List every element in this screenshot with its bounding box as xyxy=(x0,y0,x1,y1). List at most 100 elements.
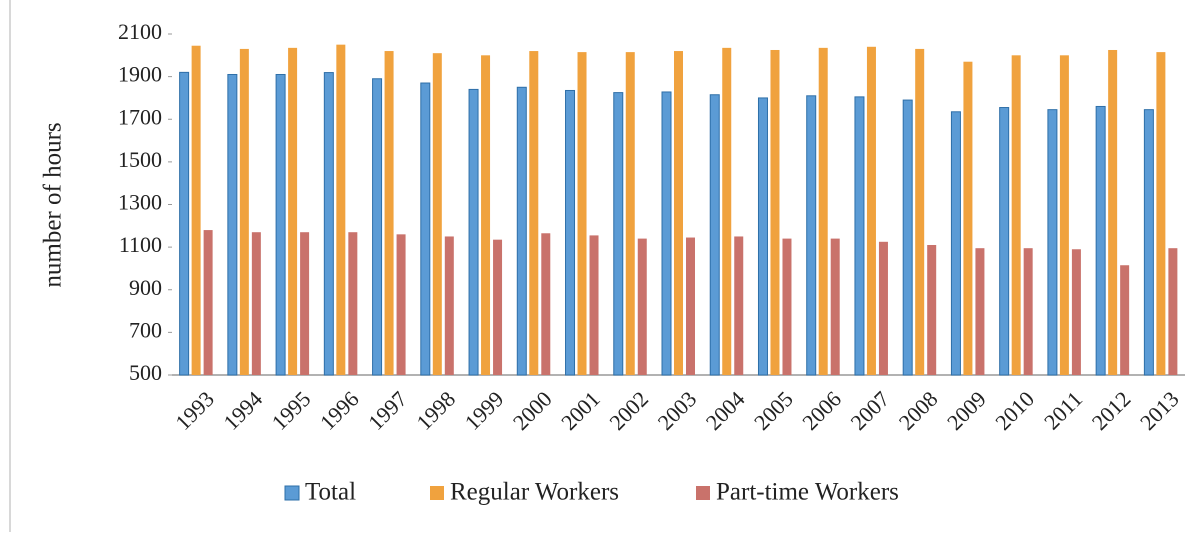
bar xyxy=(854,96,865,376)
bar xyxy=(674,51,683,376)
y-tick-label: 700 xyxy=(129,317,162,342)
bar xyxy=(963,61,973,376)
x-tick-label: 1996 xyxy=(315,386,364,435)
x-tick-label: 1993 xyxy=(170,386,219,435)
bar xyxy=(336,44,346,375)
bar xyxy=(902,99,913,376)
bar xyxy=(565,89,576,376)
bar xyxy=(999,107,1010,376)
x-tick-label: 2009 xyxy=(942,386,991,435)
bar xyxy=(251,232,261,375)
bar xyxy=(529,51,539,376)
y-tick-label: 1100 xyxy=(119,232,162,257)
legend-swatch xyxy=(284,485,300,501)
bar xyxy=(757,97,768,376)
x-tick-label: 1999 xyxy=(460,386,509,435)
bar xyxy=(348,232,358,375)
x-tick-label: 2011 xyxy=(1039,386,1087,434)
bar xyxy=(878,241,888,375)
y-tick-label: 1300 xyxy=(118,190,162,215)
x-tick-label: 1998 xyxy=(411,386,460,435)
bar xyxy=(709,94,720,376)
bar xyxy=(1156,52,1166,375)
bar xyxy=(384,51,394,376)
bar xyxy=(323,72,334,376)
legend-swatch xyxy=(696,486,710,500)
bar xyxy=(577,52,587,375)
bar xyxy=(420,82,431,376)
x-tick-label: 2000 xyxy=(508,386,557,435)
legend-label: Total xyxy=(305,479,356,506)
x-tick-label: 2003 xyxy=(653,386,702,435)
x-tick-label: 2002 xyxy=(604,386,653,435)
x-tick-label: 2004 xyxy=(701,386,750,435)
bar xyxy=(1059,55,1069,375)
bar xyxy=(481,55,491,375)
bar xyxy=(493,239,503,375)
x-tick-label: 2012 xyxy=(1087,386,1136,435)
bar xyxy=(468,88,479,376)
x-tick-label: 2005 xyxy=(749,386,798,435)
y-tick-label: 500 xyxy=(129,360,162,385)
bar xyxy=(1047,109,1058,376)
bar xyxy=(239,48,249,375)
bar xyxy=(541,233,551,375)
bar xyxy=(818,47,828,376)
x-tick-label: 2010 xyxy=(990,386,1039,435)
bar xyxy=(589,235,599,375)
bar xyxy=(444,236,454,375)
bar xyxy=(1095,105,1106,376)
bar xyxy=(770,49,780,375)
x-tick-label: 2001 xyxy=(556,386,605,435)
bar xyxy=(1011,55,1021,375)
bar xyxy=(372,78,383,376)
bar xyxy=(275,73,286,376)
bar xyxy=(300,232,310,375)
bar xyxy=(734,236,744,375)
bar xyxy=(1023,248,1033,375)
legend-label: Regular Workers xyxy=(450,479,619,506)
bar xyxy=(915,48,925,375)
bar xyxy=(613,92,624,376)
x-tick-label: 2008 xyxy=(894,386,943,435)
y-tick-label: 1900 xyxy=(118,62,162,87)
bar xyxy=(722,47,732,376)
legend-label: Part-time Workers xyxy=(716,479,899,506)
x-tick-label: 1997 xyxy=(363,386,412,435)
bar xyxy=(1108,49,1118,375)
legend-swatch xyxy=(430,486,444,500)
bar xyxy=(432,53,442,376)
bar xyxy=(179,71,190,376)
bar xyxy=(288,47,298,376)
bar xyxy=(782,238,792,375)
x-tick-label: 2007 xyxy=(846,386,895,435)
bar xyxy=(866,46,876,375)
x-tick-label: 2006 xyxy=(797,386,846,435)
bar xyxy=(625,52,635,375)
bar xyxy=(806,95,817,376)
y-axis-label: number of hours xyxy=(40,122,67,287)
bar xyxy=(830,238,840,375)
x-tick-label: 1995 xyxy=(267,386,316,435)
bar xyxy=(227,73,238,376)
bar xyxy=(203,230,213,375)
y-tick-label: 1700 xyxy=(118,104,162,129)
bar xyxy=(686,237,695,375)
bar xyxy=(516,86,527,376)
bar xyxy=(950,111,961,376)
bar xyxy=(396,234,406,375)
y-tick-label: 1500 xyxy=(118,147,162,172)
y-tick-label: 2100 xyxy=(118,19,162,44)
bar xyxy=(191,45,201,376)
y-tick-label: 900 xyxy=(129,275,162,300)
bar xyxy=(1168,248,1178,375)
bar xyxy=(927,244,937,375)
x-tick-label: 1994 xyxy=(218,386,267,435)
bar xyxy=(637,238,647,375)
bar xyxy=(1143,109,1154,376)
bar xyxy=(1071,249,1081,375)
x-tick-label: 2013 xyxy=(1135,386,1184,435)
bar xyxy=(975,248,985,375)
bar xyxy=(661,91,672,376)
